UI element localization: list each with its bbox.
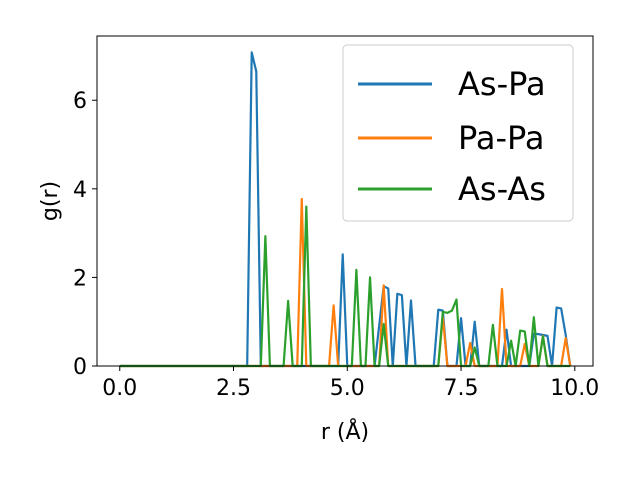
legend: As-Pa Pa-Pa As-As [342,44,574,222]
x-tick-label: 2.5 [216,376,251,401]
y-tick-label: 0 [73,355,87,380]
y-axis: 0 2 4 6 [73,89,97,380]
plot-frame [96,35,594,367]
y-tick-label: 6 [73,89,87,114]
y-tick-label: 4 [73,178,87,203]
y-tick-label: 2 [73,266,87,291]
x-axis: 0.0 2.5 5.0 7.5 10.0 [102,366,599,401]
y-axis-label: g(r) [38,181,63,221]
series-line-pa-pa [119,197,572,368]
x-axis-label: r (Å) [321,418,369,445]
x-tick-label: 7.5 [444,376,479,401]
legend-label: As-Pa [458,65,546,103]
x-tick-label: 5.0 [330,376,365,401]
legend-label: Pa-Pa [458,119,544,157]
x-tick-label: 10.0 [550,376,599,401]
x-tick-label: 0.0 [102,376,137,401]
legend-label: As-As [458,170,546,208]
legend-box [342,44,574,222]
